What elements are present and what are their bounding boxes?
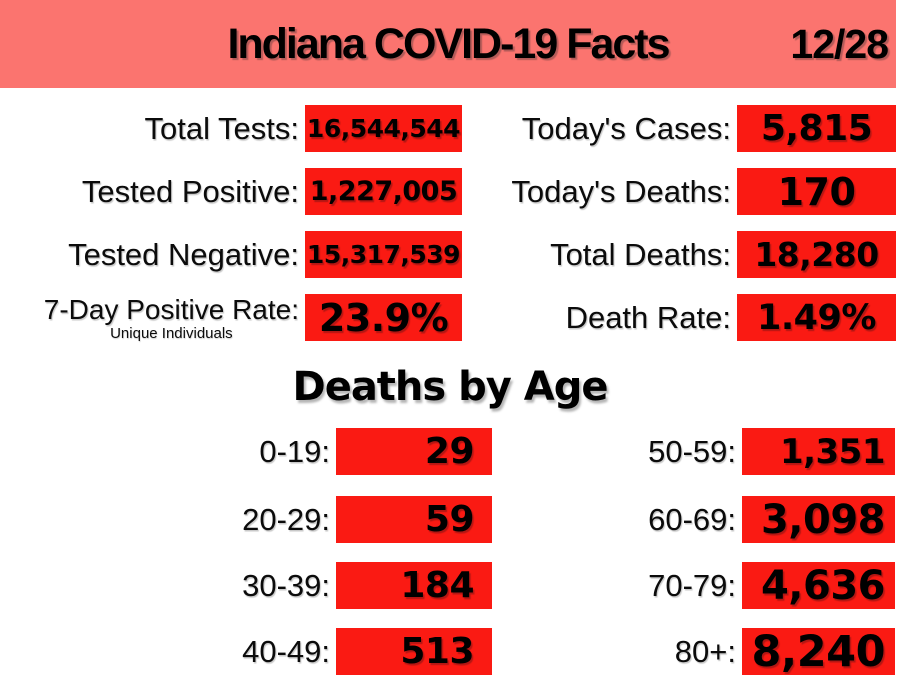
stat-value-box: 23.9% bbox=[305, 294, 462, 341]
age-row-50-59: 50-59: 1,351 bbox=[464, 428, 895, 475]
stat-label: Total Tests: bbox=[144, 110, 299, 146]
stat-value: 23.9% bbox=[318, 295, 449, 340]
stat-value-box: 170 bbox=[737, 168, 896, 215]
stat-value-box: 15,317,539 bbox=[305, 231, 462, 278]
stat-value: 18,280 bbox=[754, 235, 879, 274]
age-row-40-49: 40-49: 513 bbox=[0, 628, 492, 675]
report-date: 12/28 bbox=[790, 21, 889, 67]
age-label: 60-69: bbox=[648, 501, 736, 537]
age-value: 29 bbox=[424, 431, 475, 472]
age-value-box: 8,240 bbox=[742, 626, 895, 675]
stat-value: 1.49% bbox=[757, 297, 876, 338]
stat-row-todays-cases: Today's Cases: 5,815 bbox=[464, 105, 896, 152]
stat-value-box: 5,815 bbox=[737, 105, 896, 152]
age-value-box: 184 bbox=[336, 562, 492, 609]
stat-row-total-tests: Total Tests: 16,544,544 bbox=[0, 105, 462, 152]
age-row-0-19: 0-19: 29 bbox=[0, 428, 492, 475]
age-value-box: 59 bbox=[336, 496, 492, 543]
stat-label: Today's Cases: bbox=[521, 110, 731, 146]
age-value-box: 1,351 bbox=[742, 428, 895, 475]
stat-label: Total Deaths: bbox=[550, 236, 731, 272]
age-value: 1,351 bbox=[779, 431, 886, 472]
stat-row-total-deaths: Total Deaths: 18,280 bbox=[464, 231, 896, 278]
age-row-70-79: 70-79: 4,636 bbox=[464, 562, 895, 609]
stat-row-positive-rate: 7-Day Positive Rate: Unique Individuals … bbox=[0, 294, 462, 341]
age-label: 0-19: bbox=[259, 433, 330, 469]
stat-label-stack: 7-Day Positive Rate: Unique Individuals bbox=[44, 294, 299, 342]
stat-value: 170 bbox=[777, 169, 856, 214]
age-value: 513 bbox=[400, 631, 474, 672]
header-banner: Indiana COVID-19 Facts 12/28 bbox=[0, 0, 896, 88]
stat-value-box: 1.49% bbox=[737, 294, 896, 341]
stat-label: 7-Day Positive Rate: bbox=[43, 293, 299, 325]
age-row-80-plus: 80+: 8,240 bbox=[464, 626, 895, 675]
age-value: 59 bbox=[424, 499, 475, 540]
stat-value: 1,227,005 bbox=[309, 176, 458, 207]
stat-row-tested-positive: Tested Positive: 1,227,005 bbox=[0, 168, 462, 215]
stat-row-tested-negative: Tested Negative: 15,317,539 bbox=[0, 231, 462, 278]
age-value: 8,240 bbox=[751, 626, 885, 675]
stat-value-box: 18,280 bbox=[737, 231, 896, 278]
age-row-30-39: 30-39: 184 bbox=[0, 562, 492, 609]
age-row-20-29: 20-29: 59 bbox=[0, 496, 492, 543]
stat-value-box: 16,544,544 bbox=[305, 105, 462, 152]
age-label: 30-39: bbox=[242, 567, 330, 603]
stat-label: Death Rate: bbox=[565, 299, 731, 335]
stat-label: Tested Positive: bbox=[81, 173, 299, 209]
stat-label: Tested Negative: bbox=[68, 236, 299, 272]
stat-value: 15,317,539 bbox=[306, 240, 461, 269]
stat-value: 5,815 bbox=[760, 108, 873, 149]
age-label: 40-49: bbox=[242, 633, 330, 669]
age-label: 80+: bbox=[674, 633, 736, 669]
stat-value-box: 1,227,005 bbox=[305, 168, 462, 215]
stat-row-death-rate: Death Rate: 1.49% bbox=[464, 294, 896, 341]
age-value: 3,098 bbox=[760, 496, 886, 543]
stat-value: 16,544,544 bbox=[306, 114, 461, 143]
stat-label: Today's Deaths: bbox=[511, 173, 731, 209]
age-label: 70-79: bbox=[648, 567, 736, 603]
age-value-box: 513 bbox=[336, 628, 492, 675]
stat-sublabel: Unique Individuals bbox=[110, 324, 233, 342]
age-value-box: 29 bbox=[336, 428, 492, 475]
stat-row-todays-deaths: Today's Deaths: 170 bbox=[464, 168, 896, 215]
page-title: Indiana COVID-19 Facts bbox=[227, 20, 670, 68]
age-label: 20-29: bbox=[242, 501, 330, 537]
age-value-box: 3,098 bbox=[742, 496, 895, 543]
age-label: 50-59: bbox=[648, 433, 736, 469]
age-row-60-69: 60-69: 3,098 bbox=[464, 496, 895, 543]
age-value-box: 4,636 bbox=[742, 562, 895, 609]
age-value: 184 bbox=[400, 565, 474, 606]
age-value: 4,636 bbox=[760, 562, 886, 609]
section-title-deaths-by-age: Deaths by Age bbox=[292, 364, 608, 410]
